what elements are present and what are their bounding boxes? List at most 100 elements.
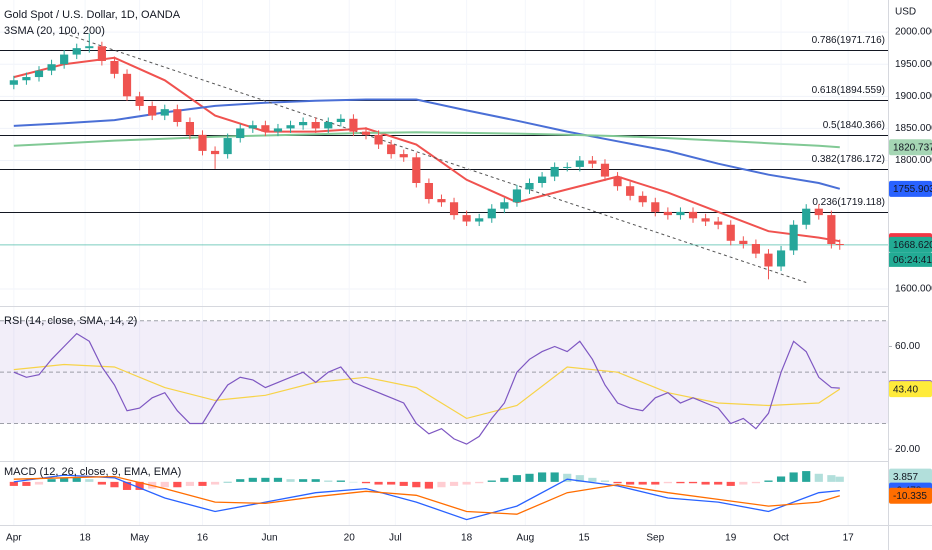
macd-histogram-bar xyxy=(563,473,572,482)
y-tick-label: 1600.000 xyxy=(895,284,932,295)
macd-histogram-bar xyxy=(261,477,270,482)
fib-label: 0.382(1786.172) xyxy=(812,154,885,165)
candle-body xyxy=(85,46,94,49)
y-tick-label: 2000.000 xyxy=(895,27,932,38)
macd-histogram-bar xyxy=(701,481,710,485)
candle-body xyxy=(437,199,446,203)
x-tick-label: 20 xyxy=(344,533,356,544)
candle-body xyxy=(47,64,56,71)
candle-body xyxy=(525,183,534,190)
badge-label: 1668.620 xyxy=(893,240,932,251)
x-tick-label: May xyxy=(130,533,149,544)
countdown-badge xyxy=(889,252,932,267)
candle-body xyxy=(210,150,220,155)
macd-histogram-bar xyxy=(135,481,144,490)
macd-histogram-bar xyxy=(676,481,685,484)
signal-line xyxy=(13,475,840,515)
macd-histogram-bar xyxy=(626,481,635,485)
candle-body xyxy=(835,244,844,245)
macd-histogram-bar xyxy=(462,481,471,485)
badge-label: 43.40 xyxy=(893,384,918,395)
candle-body xyxy=(575,160,584,167)
candle-body xyxy=(537,176,547,183)
macd-histogram-bar xyxy=(361,481,371,484)
candle-body xyxy=(739,240,748,244)
rsi-ma-line xyxy=(13,363,841,420)
candle-body xyxy=(198,134,207,151)
macd-histogram-bar xyxy=(424,481,433,489)
macd-histogram-bar xyxy=(97,481,106,485)
x-tick-label: Aug xyxy=(516,533,534,544)
macd-histogram-bar xyxy=(399,481,408,486)
macd-histogram-bar xyxy=(387,481,396,485)
macd-histogram-bar xyxy=(223,481,232,483)
trendline xyxy=(63,32,807,284)
macd-histogram-bar xyxy=(827,475,836,482)
macd-histogram-bar xyxy=(34,481,44,485)
macd-histogram-bar xyxy=(588,477,597,482)
macd-histogram-bar xyxy=(835,476,844,482)
fib-label: 0.786(1971.716) xyxy=(812,35,885,46)
macd-histogram-bar xyxy=(198,481,207,486)
macd-histogram-bar xyxy=(789,472,798,482)
candle-body xyxy=(550,166,559,177)
candle-body xyxy=(751,244,760,254)
candle-body xyxy=(160,109,169,116)
macd-histogram-bar xyxy=(22,481,31,486)
x-tick-label: 18 xyxy=(461,533,473,544)
value-badge xyxy=(889,468,932,485)
macd-label: MACD (12, 26, close, 9, EMA, EMA) xyxy=(4,466,181,478)
candle-body xyxy=(827,215,836,244)
macd-histogram-bar xyxy=(500,477,509,482)
macd-histogram-bar xyxy=(110,481,119,488)
macd-histogram-bar xyxy=(349,481,358,483)
macd-histogram-bar xyxy=(638,481,647,485)
sma-line xyxy=(13,56,840,243)
candle-body xyxy=(412,157,421,183)
candle-body xyxy=(9,80,18,85)
macd-histogram-bar xyxy=(324,480,333,482)
y-tick-label: 1800.000 xyxy=(895,155,932,166)
candle-body xyxy=(97,46,106,61)
macd-histogram-bar xyxy=(85,479,94,482)
y-tick-label: 1900.000 xyxy=(895,91,932,102)
candle-body xyxy=(600,163,610,177)
x-tick-label: 18 xyxy=(80,533,92,544)
macd-histogram-bar xyxy=(537,472,547,482)
macd-histogram-bar xyxy=(160,481,169,488)
x-tick-label: Jul xyxy=(389,533,402,544)
candle-body xyxy=(424,183,433,200)
rsi-tick-label: 60.00 xyxy=(895,341,920,352)
macd-histogram-bar xyxy=(688,481,698,484)
macd-histogram-bar xyxy=(210,481,220,485)
macd-histogram-bar xyxy=(299,479,308,482)
macd-histogram-bar xyxy=(248,477,257,482)
indicator-label: 3SMA (20, 100, 200) xyxy=(4,25,105,37)
macd-histogram-bar xyxy=(512,475,522,482)
macd-histogram-bar xyxy=(776,476,786,482)
badges: 1820.7371755.9031674.4221668.62006:24:41… xyxy=(889,139,932,504)
macd-histogram-bar xyxy=(487,480,496,482)
macd-histogram-bar xyxy=(173,481,182,488)
macd-histogram-bar xyxy=(72,477,81,482)
candle-body xyxy=(449,202,459,216)
candle-body xyxy=(802,208,811,225)
candle-body xyxy=(248,125,257,129)
value-badge xyxy=(889,487,932,504)
badge-label: 1755.903 xyxy=(893,184,932,195)
x-tick-label: 19 xyxy=(725,533,737,544)
fib-label: 0.5(1840.366) xyxy=(823,120,885,131)
macd-histogram-bar xyxy=(764,480,773,482)
candle-body xyxy=(726,224,735,241)
macd-histogram-bar xyxy=(726,481,735,486)
candle-body xyxy=(60,54,69,65)
candle-body xyxy=(487,208,496,219)
x-tick-label: 17 xyxy=(843,533,855,544)
macd-histogram-bar xyxy=(122,481,132,490)
candle-body xyxy=(361,131,371,135)
candle-body xyxy=(273,128,283,132)
macd-histogram-bar xyxy=(374,481,383,485)
macd-histogram-bar xyxy=(47,479,56,482)
candle-body xyxy=(374,134,383,145)
